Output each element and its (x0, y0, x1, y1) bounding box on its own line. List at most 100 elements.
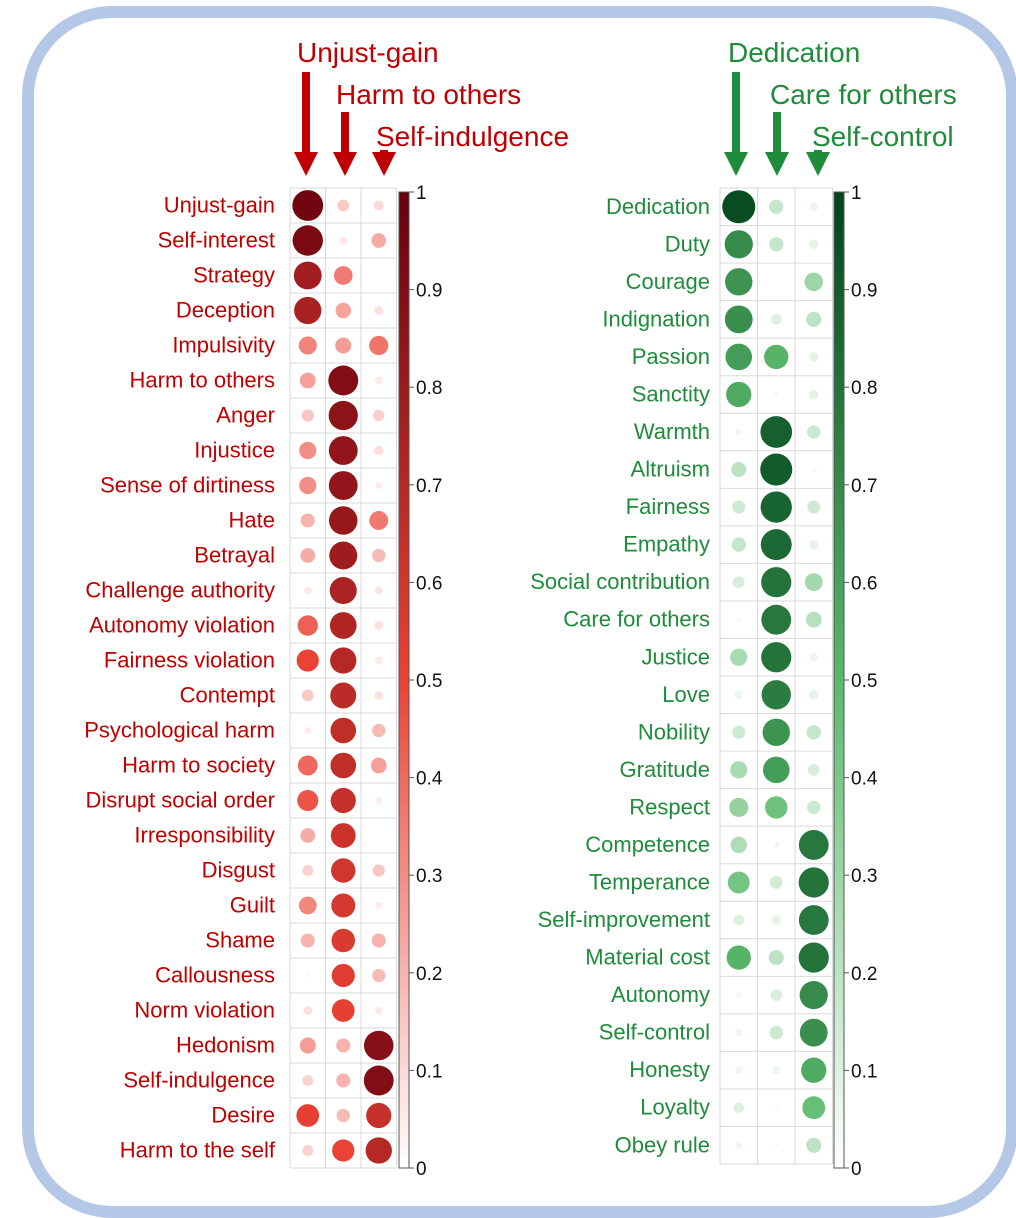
colorbar-tick-label: 0.8 (851, 378, 877, 399)
colorbar (398, 191, 410, 1169)
bubble (301, 689, 314, 702)
row-label: Betrayal (194, 543, 275, 568)
bubble (732, 576, 745, 589)
row-label: Impulsivity (172, 333, 275, 358)
bubble (296, 1104, 320, 1127)
arrow-head (724, 152, 748, 176)
bubble (807, 500, 821, 514)
bubble (762, 756, 790, 784)
bubble (302, 1075, 314, 1086)
arrow-head (806, 152, 830, 176)
row-label: Justice (642, 644, 710, 669)
bubble (330, 752, 357, 779)
colorbar-tick-label: 0.7 (416, 476, 442, 497)
row-label: Loyalty (640, 1095, 710, 1120)
row-label: Duty (665, 231, 710, 256)
row-label: Deception (176, 298, 275, 323)
row-label: Temperance (589, 869, 710, 894)
row-label: Self-indulgence (123, 1068, 275, 1093)
bubble (722, 190, 756, 224)
colorbar (833, 191, 845, 1169)
bubble (335, 302, 351, 319)
bubble (375, 481, 383, 490)
bubble (769, 1025, 783, 1040)
bubble (760, 491, 792, 523)
bubble (299, 476, 317, 495)
row-label: Fairness violation (104, 648, 275, 673)
bubble (771, 915, 782, 925)
row-label: Competence (585, 832, 710, 857)
row-label: Dedication (606, 194, 710, 219)
row-label: Harm to others (130, 368, 276, 393)
bubble (727, 871, 750, 894)
bubble (329, 576, 357, 605)
bubble (297, 615, 318, 636)
row-label: Disgust (202, 858, 275, 883)
column-header: Harm to others (336, 79, 521, 110)
bubble (372, 723, 386, 738)
bubble (807, 800, 821, 815)
bubble (294, 296, 322, 325)
bubble (372, 548, 386, 563)
bubble (330, 787, 356, 814)
colorbar-tick-label: 0 (416, 1159, 427, 1180)
colorbar-tick-label: 0 (851, 1159, 862, 1180)
bubble (806, 311, 822, 327)
bubble (769, 237, 784, 252)
bubble (808, 690, 819, 700)
arrow-shaft (302, 72, 310, 154)
bubble (799, 980, 828, 1010)
row-label: Harm to society (122, 753, 275, 778)
colorbar-tick-label: 0.1 (416, 1061, 442, 1082)
bubble (805, 611, 822, 628)
bubble (365, 1137, 392, 1164)
bubble (336, 1073, 351, 1088)
bubble (725, 343, 753, 371)
bubble (330, 682, 357, 709)
row-label: Self-control (599, 1020, 710, 1045)
bubble (302, 865, 314, 876)
arrow-head (333, 152, 357, 176)
row-label: Self-improvement (538, 907, 710, 932)
row-label: Unjust-gain (164, 193, 275, 218)
bubble (305, 973, 310, 978)
panel-vices: Unjust-gain Harm to others Self-indulgence… (84, 37, 569, 1180)
bubble (798, 942, 829, 973)
row-label: Indignation (602, 306, 710, 331)
bubble (724, 305, 753, 334)
row-label: Irresponsibility (134, 823, 275, 848)
bubble (735, 992, 742, 999)
colorbar-tick-label: 1 (416, 183, 427, 204)
bubble (729, 797, 749, 817)
bubble (807, 764, 820, 776)
bubble (808, 389, 819, 400)
colorbar-tick-label: 0.3 (416, 866, 442, 887)
row-label: Respect (629, 794, 710, 819)
colorbar-tick-label: 0.7 (851, 476, 877, 497)
bubble (336, 1038, 351, 1053)
colorbar-tick-label: 0.5 (851, 671, 877, 692)
bubble (802, 1096, 826, 1120)
arrow-head (372, 152, 396, 176)
row-label: Material cost (585, 945, 710, 970)
bubble (806, 725, 821, 740)
bubble (328, 471, 358, 500)
bubble (374, 376, 383, 385)
row-label: Desire (211, 1103, 275, 1128)
bubble (804, 272, 823, 292)
bubble (333, 266, 353, 285)
row-label: Self-interest (158, 228, 275, 253)
arrow-head (765, 152, 789, 176)
row-label: Contempt (180, 683, 275, 708)
colorbar-tick-label: 0.5 (416, 671, 442, 692)
row-label: Honesty (629, 1057, 710, 1082)
bubble (770, 989, 783, 1001)
bubble (734, 1066, 743, 1074)
bubble (298, 336, 317, 355)
bubble (366, 1102, 392, 1129)
row-label: Courage (626, 269, 710, 294)
bubble (807, 425, 821, 439)
row-label: Disrupt social order (85, 788, 275, 813)
bubble (328, 506, 358, 535)
